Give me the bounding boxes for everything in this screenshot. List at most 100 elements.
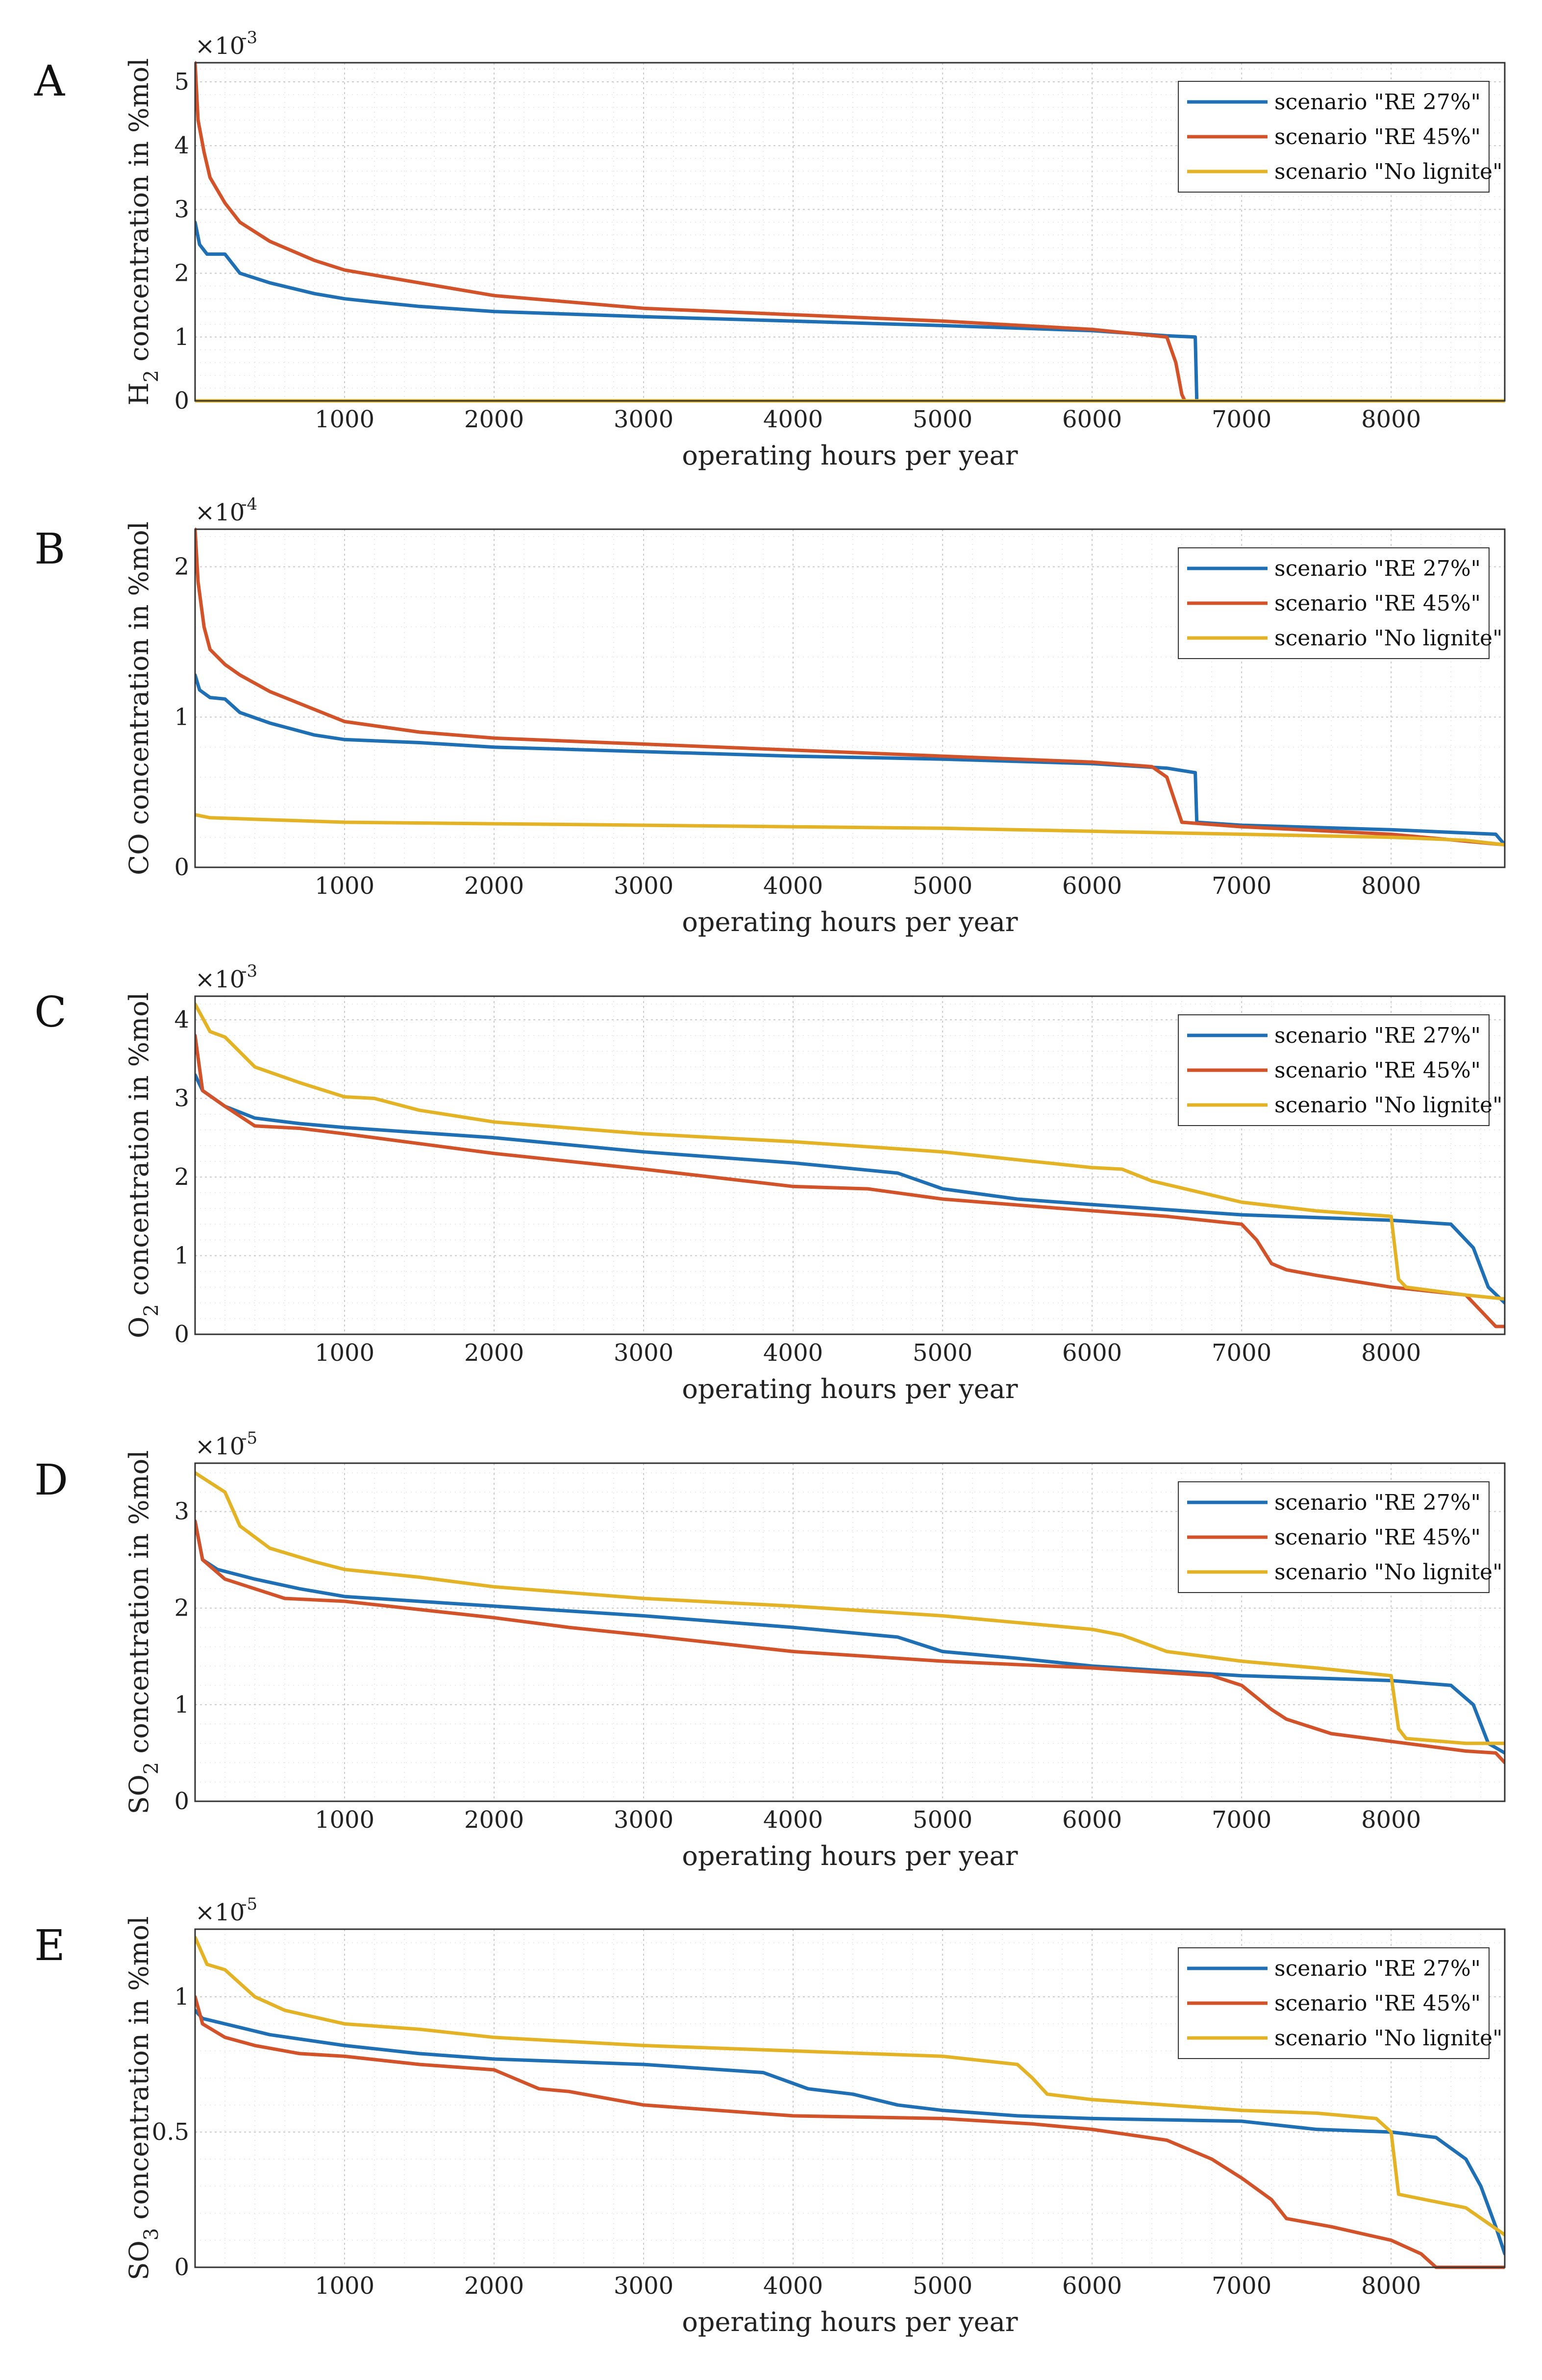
x-tick-label: 3000 [614, 2272, 673, 2300]
y-axis-title-subscript: 2 [140, 1304, 163, 1316]
exponent-power: -3 [241, 28, 257, 48]
y-tick-label: 5 [174, 68, 189, 96]
y-tick-label: 4 [174, 132, 189, 159]
y-axis-title: H2 concentration in %mol [124, 58, 163, 406]
y-axis-title-rest: concentration in %mol [124, 992, 154, 1304]
x-tick-label: 5000 [913, 1806, 972, 1834]
x-tick-label: 5000 [913, 872, 972, 900]
x-axis-title: operating hours per year [682, 2306, 1018, 2337]
series-line-re27 [195, 1073, 1505, 1305]
legend-entry: scenario "RE 45%" [1274, 1525, 1481, 1550]
exponent-power: -5 [241, 1894, 257, 1914]
panel-letter: C [34, 988, 67, 1037]
x-tick-label: 2000 [464, 1806, 524, 1834]
y-tick-label: 3 [174, 1085, 189, 1112]
y-tick-label: 1 [174, 323, 189, 351]
y-tick-label: 2 [174, 553, 189, 581]
series-line-re27 [195, 1519, 1505, 1755]
y-axis-title-main: H [124, 382, 154, 405]
y-tick-label: 1 [174, 1983, 189, 2011]
x-tick-label: 2000 [464, 406, 524, 433]
legend-entry: scenario "RE 27%" [1274, 1490, 1481, 1515]
plot-frame [194, 1928, 1506, 2268]
x-axis-title: operating hours per year [682, 1374, 1018, 1404]
y-axis-title: SO2 concentration in %mol [124, 1450, 163, 1814]
y-tick-label: 1 [174, 703, 189, 731]
legend-entry: scenario "RE 45%" [1274, 1058, 1481, 1083]
panel-letter: A [34, 57, 65, 106]
y-tick-label: 0 [174, 2254, 189, 2281]
series-line-re45 [195, 61, 1505, 403]
x-axis-title: operating hours per year [682, 907, 1018, 937]
x-axis-title: operating hours per year [682, 440, 1018, 471]
legend-entry: scenario "No lignite" [1274, 2026, 1502, 2051]
series-line-no-lignite [195, 1936, 1505, 2237]
x-tick-label: 3000 [614, 1339, 673, 1367]
panel-letter: D [34, 1456, 68, 1505]
legend: scenario "RE 27%" scenario "RE 45%" scenar… [1178, 1481, 1502, 1593]
series-line-no-lignite [195, 813, 1505, 847]
legend-entry: scenario "RE 27%" [1274, 1956, 1481, 1981]
x-tick-label: 7000 [1212, 2272, 1271, 2300]
series-line-re27 [195, 2009, 1505, 2256]
exponent-base: ×10 [195, 32, 245, 60]
x-tick-label: 5000 [913, 1339, 972, 1367]
x-tick-label: 4000 [763, 1806, 823, 1834]
y-axis-title-rest: concentration in %mol [124, 1916, 154, 2228]
legend-entry: scenario "No lignite" [1274, 159, 1502, 184]
panel-letter: E [34, 1921, 65, 1970]
panel-A: A 1000 2000 3000 4000 5000 6000 7000 8000 0 1 2 3 4 5×… [34, 28, 1506, 471]
x-tick-label: 3000 [614, 872, 673, 900]
x-tick-label: 2000 [464, 872, 524, 900]
y-axis-title-main: O [124, 1317, 154, 1338]
legend-entry: scenario "RE 27%" [1274, 556, 1481, 581]
y-axis-title-subscript: 2 [140, 1762, 163, 1774]
legend-entry: scenario "RE 45%" [1274, 591, 1481, 616]
exponent-base: ×10 [195, 1899, 245, 1926]
x-tick-label: 8000 [1361, 406, 1421, 433]
legend-entry: scenario "RE 45%" [1274, 124, 1481, 149]
exponent-power: -4 [241, 494, 257, 514]
y-axis-title-main: SO [124, 1774, 154, 1814]
series-line-no-lignite [195, 1471, 1505, 1745]
legend: scenario "RE 27%" scenario "RE 45%" scenar… [1178, 81, 1502, 193]
x-tick-label: 3000 [614, 406, 673, 433]
y-tick-label: 4 [174, 1006, 189, 1033]
exponent-base: ×10 [195, 1433, 245, 1460]
panel-letter: B [34, 525, 65, 574]
x-tick-label: 3000 [614, 1806, 673, 1834]
legend-entry: scenario "No lignite" [1274, 1560, 1502, 1585]
x-tick-label: 5000 [913, 406, 972, 433]
series-line-re45 [195, 1033, 1505, 1328]
legend: scenario "RE 27%" scenario "RE 45%" scenar… [1178, 1014, 1502, 1126]
y-tick-label: 1 [174, 1691, 189, 1718]
x-tick-label: 6000 [1062, 2272, 1122, 2300]
legend-entry: scenario "RE 27%" [1274, 90, 1481, 115]
x-tick-label: 2000 [464, 1339, 524, 1367]
legend: scenario "RE 27%" scenario "RE 45%" scenar… [1178, 1947, 1502, 2059]
panel-C: C 1000 2000 3000 4000 5000 6000 7000 8000 0 1 2 3 4×1… [34, 961, 1506, 1404]
x-tick-label: 2000 [464, 2272, 524, 2300]
y-tick-label: 0 [174, 854, 189, 881]
x-tick-label: 6000 [1062, 1339, 1122, 1367]
legend-entry: scenario "No lignite" [1274, 1093, 1502, 1118]
series-line-re45 [195, 527, 1505, 847]
y-axis-title-subscript: 3 [140, 2228, 163, 2240]
legend-entry: scenario "RE 45%" [1274, 1991, 1481, 2016]
x-tick-label: 1000 [315, 2272, 374, 2300]
x-tick-label: 4000 [763, 872, 823, 900]
x-tick-label: 7000 [1212, 406, 1271, 433]
series-line-no-lignite [195, 1002, 1505, 1301]
y-tick-label: 2 [174, 260, 189, 287]
legend: scenario "RE 27%" scenario "RE 45%" scenar… [1178, 547, 1502, 659]
y-axis-title-rest: concentration in %mol [124, 58, 154, 370]
y-axis-title-rest: concentration in %mol [124, 1450, 154, 1762]
plot-frame [194, 995, 1506, 1335]
x-tick-label: 1000 [315, 406, 374, 433]
x-tick-label: 7000 [1212, 1806, 1271, 1834]
y-axis-title-main: CO concentration in %mol [124, 521, 154, 875]
x-tick-label: 1000 [315, 1339, 374, 1367]
legend-entry: scenario "RE 27%" [1274, 1023, 1481, 1048]
y-tick-label: 0.5 [152, 2118, 189, 2146]
x-tick-label: 8000 [1361, 2272, 1421, 2300]
